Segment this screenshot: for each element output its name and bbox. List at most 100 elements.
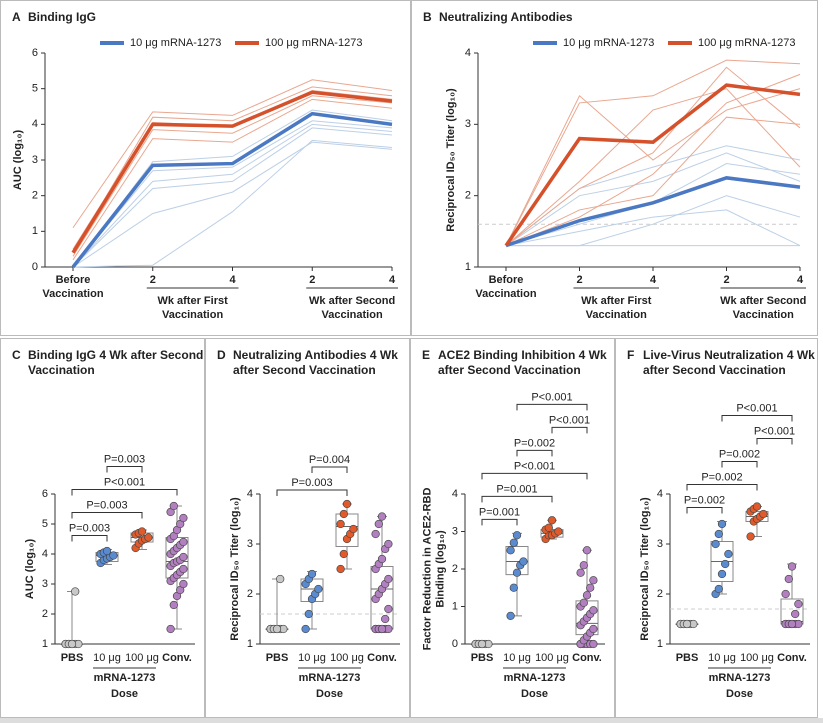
- mean-line: [504, 83, 801, 247]
- individual-line: [505, 209, 801, 247]
- p-value: P=0.001: [496, 483, 537, 495]
- point: [794, 599, 803, 609]
- y-axis-label-line: Reciprocal ID₅₀ Titer (log₁₀): [229, 497, 241, 641]
- y-tick-label: 0: [452, 638, 458, 650]
- bracket: [481, 472, 588, 480]
- x-axis-label: Dose: [316, 688, 343, 700]
- y-tick-label: 3: [657, 538, 663, 550]
- point: [336, 564, 345, 574]
- x-tick-label: 10 μg: [93, 652, 121, 664]
- point: [71, 587, 80, 596]
- point: [339, 549, 348, 559]
- x-tick-label-line: 4: [797, 274, 804, 286]
- p-value: P=0.002: [701, 471, 742, 483]
- panel-frame: [0, 338, 205, 718]
- point: [301, 624, 310, 634]
- point: [682, 619, 692, 629]
- point: [717, 519, 727, 529]
- point: [512, 531, 522, 540]
- point: [307, 569, 317, 579]
- bracket: [686, 507, 723, 514]
- p-value: P=0.004: [309, 454, 350, 466]
- bracket: [311, 466, 348, 473]
- y-axis-label-line: Reciprocal ID₅₀ Titer (log₁₀): [639, 497, 651, 641]
- x-tick-label-line: Before: [489, 274, 524, 286]
- point: [544, 523, 553, 532]
- p-value: P<0.001: [754, 425, 795, 437]
- panel-letter: F: [627, 348, 634, 362]
- y-axis-label: AUC (log₁₀): [12, 130, 24, 191]
- point: [179, 552, 188, 562]
- point: [589, 624, 598, 634]
- x-tick-label: 2: [150, 274, 156, 286]
- x-tick-label-line: 4: [389, 274, 396, 286]
- legend-label: 10 μg mRNA-1273: [130, 37, 221, 49]
- point: [377, 554, 387, 564]
- individual-line: [505, 88, 801, 246]
- panel-frame: [410, 338, 615, 718]
- y-axis-label: Factor Reduction in ACE2-RBDBinding (log…: [421, 488, 446, 651]
- y-tick-label: 1: [32, 225, 38, 237]
- individual-line: [505, 59, 801, 246]
- y-tick-label: 5: [32, 83, 38, 95]
- legend-label: 100 μg mRNA-1273: [698, 37, 795, 49]
- p-value: P<0.001: [514, 460, 555, 472]
- y-tick-label: 6: [42, 488, 48, 500]
- y-axis-label: Reciprocal ID₅₀ Titer (log₁₀): [639, 497, 651, 641]
- point: [137, 527, 147, 536]
- y-tick-label: 3: [465, 118, 471, 130]
- y-tick-label: 4: [247, 488, 253, 500]
- point: [384, 574, 393, 584]
- p-value: P<0.001: [549, 414, 590, 426]
- x-group-label: mRNA-1273: [299, 672, 361, 684]
- point: [589, 606, 598, 615]
- p-value: P=0.003: [86, 499, 127, 511]
- point: [787, 619, 797, 629]
- panel-title-line: after Second Vaccination: [233, 363, 376, 377]
- y-axis-label-line: AUC (log₁₀): [24, 539, 36, 600]
- y-tick-label: 1: [42, 638, 48, 650]
- bracket: [71, 512, 143, 519]
- point: [144, 533, 153, 542]
- x-group-label: Wk after First Vaccination: [157, 295, 228, 321]
- individual-line: [72, 123, 393, 268]
- individual-line: [505, 152, 801, 247]
- point: [519, 557, 528, 566]
- point: [384, 539, 393, 549]
- x-tick-label-line: Before: [56, 274, 91, 286]
- point: [714, 529, 723, 539]
- x-tick-label: 10 μg: [503, 652, 531, 664]
- x-tick-label: 100 μg: [330, 652, 364, 664]
- y-axis-label: AUC (log₁₀): [24, 539, 36, 600]
- p-value: P<0.001: [531, 391, 572, 403]
- p-value: P<0.001: [104, 476, 145, 488]
- point: [67, 639, 77, 649]
- panel-title: Neutralizing Antibodies 4 Wk after Second…: [233, 348, 398, 377]
- point: [314, 584, 323, 594]
- panel-title-line: Binding IgG 4 Wk after Second: [28, 348, 203, 362]
- individual-line: [505, 116, 801, 247]
- point: [582, 546, 592, 555]
- point: [349, 524, 358, 534]
- x-tick-label: PBS: [266, 652, 289, 664]
- bracket: [551, 426, 588, 434]
- point: [342, 499, 352, 509]
- point: [166, 624, 175, 634]
- bracket: [516, 403, 588, 411]
- x-tick-label-line: 2: [309, 274, 315, 286]
- point: [169, 501, 178, 511]
- panel-title-line: Vaccination: [28, 363, 95, 377]
- point: [759, 509, 768, 519]
- point: [272, 624, 282, 634]
- p-value: P=0.001: [479, 506, 520, 518]
- point: [791, 609, 800, 619]
- p-value: P<0.001: [736, 402, 777, 414]
- individual-line: [72, 139, 393, 268]
- panel-letter: B: [423, 10, 432, 24]
- y-tick-label: 3: [247, 538, 253, 550]
- x-tick-label: Conv.: [162, 652, 192, 664]
- x-tick-label: 4: [797, 274, 804, 286]
- x-tick-label: Before Vaccination: [42, 274, 103, 300]
- x-group-label-line: Vaccination: [162, 309, 223, 321]
- individual-line: [505, 73, 801, 247]
